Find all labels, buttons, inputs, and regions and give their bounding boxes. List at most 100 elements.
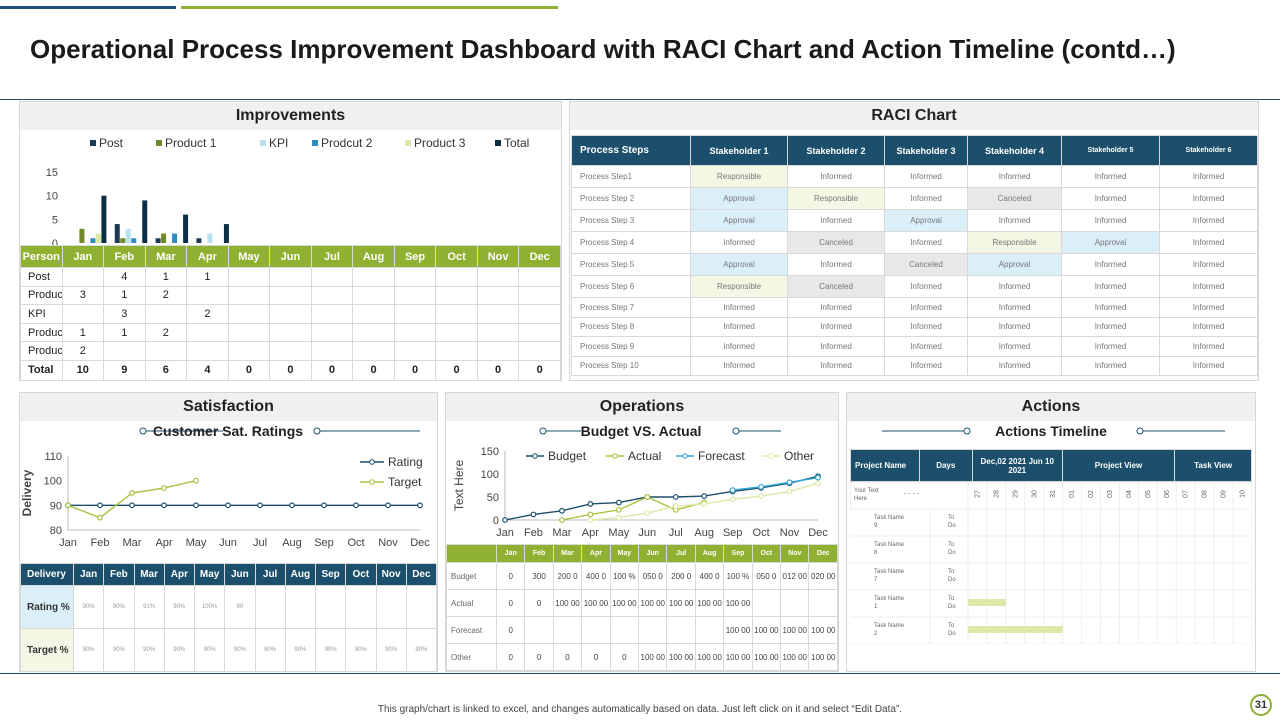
task-name: 2 — [874, 631, 878, 637]
actions-subtitle: Actions Timeline — [995, 423, 1107, 439]
table-cell: 0 — [310, 359, 354, 381]
bar — [120, 238, 126, 243]
data-point — [129, 502, 135, 509]
task-status: Do — [948, 523, 956, 529]
table-cell — [476, 285, 520, 306]
subtitle-dot — [139, 427, 147, 435]
table-cell: 90% — [163, 585, 196, 629]
improvements-bar-chart[interactable]: 051015JanFebMarAprMayJunJulAugSeptOctNov… — [20, 130, 561, 245]
data-point — [321, 502, 327, 509]
operations-subtitle: Budget VS. Actual — [581, 423, 702, 439]
table-cell: 100 00 — [581, 589, 611, 617]
table-cell: 3 — [103, 304, 146, 324]
table-cell — [227, 304, 271, 324]
table-header — [446, 544, 497, 563]
subtitle-dot — [313, 427, 321, 435]
table-cell: 100 % — [723, 562, 753, 590]
table-cell — [310, 304, 354, 324]
day-number: 06 — [1164, 490, 1171, 498]
day-number: 28 — [993, 490, 1000, 498]
table-cell — [352, 285, 395, 306]
task-status: Do — [948, 631, 956, 637]
satisfaction-line-chart[interactable]: Customer Sat. Ratings 80 90 100 110 Jan Feb Mar… — [20, 421, 437, 563]
task-status: To — [948, 515, 955, 521]
x-tick-label: Oct — [347, 537, 364, 549]
gantt-header-label: Here — [854, 496, 868, 502]
legend-label: Rating — [388, 455, 423, 469]
table-cell: 012 00 — [780, 562, 810, 590]
x-tick-label: Jan — [496, 527, 514, 539]
raci-cell: Informed — [967, 316, 1062, 337]
actions-col-task: Task View — [1174, 449, 1252, 482]
table-cell — [144, 304, 188, 324]
table-cell: 100 00 — [638, 589, 668, 617]
table-header: Jan — [72, 563, 105, 586]
operations-line-chart[interactable]: Budget VS. Actual 0 50 100 150 Jan Feb Mar Apr Ma… — [446, 421, 838, 544]
table-row: Actual 0 0 100 00 100 00 100 00 100 00 100 00 10… — [446, 589, 838, 617]
table-cell: 100 00 — [808, 643, 838, 671]
table-cell — [186, 341, 229, 361]
raci-cell: Informed — [690, 355, 788, 376]
data-point — [672, 503, 679, 510]
legend-swatch — [260, 140, 266, 146]
table-cell: 90% — [224, 628, 256, 672]
table-header: Mar — [133, 563, 165, 586]
x-tick-label: Jun — [219, 537, 237, 549]
raci-row: Process Step 5 Approval Informed Canceled Ap… — [571, 253, 1258, 276]
table-cell — [144, 341, 188, 361]
raci-step: Process Step1 — [571, 165, 691, 188]
raci-cell: Responsible — [690, 165, 788, 188]
raci-row: Process Step 2 Approval Responsible Informe… — [571, 187, 1258, 210]
table-cell: 050 0 — [638, 562, 668, 590]
table-row: Post 4 1 1 — [20, 267, 561, 287]
table-cell: 100 00 — [552, 589, 583, 617]
raci-row: Process Step 4 Informed Canceled Informed Re… — [571, 231, 1258, 254]
table-cell — [393, 267, 437, 287]
data-point — [758, 493, 764, 499]
table-cell: 100 % — [609, 562, 640, 590]
improvements-panel: Improvements 051015JanFebMarAprMayJunJul… — [19, 101, 562, 381]
table-header: Mar — [144, 245, 188, 268]
table-row: Product 1312 — [20, 285, 561, 306]
table-cell — [780, 589, 810, 617]
task-name: Task Name — [874, 623, 905, 629]
x-tick-label: Nov — [378, 537, 398, 549]
operations-table: Jan Feb Mar Apr May Jun Jul Aug Sep Oct Nov Dec Bud… — [446, 544, 838, 671]
table-cell — [254, 585, 286, 629]
table-cell: 100 00 — [751, 616, 782, 644]
top-accent-bar-green — [181, 6, 558, 9]
legend-label: Product 3 — [414, 136, 466, 150]
table-cell: 6 — [144, 359, 188, 381]
table-cell — [518, 267, 561, 287]
table-cell — [310, 322, 354, 343]
table-header: Nov — [780, 544, 810, 563]
table-cell: 1 — [61, 322, 105, 343]
series-line — [67, 479, 197, 519]
data-point — [615, 514, 622, 521]
raci-step: Process Step 3 — [571, 209, 691, 232]
data-point — [193, 477, 199, 484]
table-cell: 90% — [375, 628, 407, 672]
y-tick-label: 50 — [487, 492, 499, 504]
legend-label: Other — [784, 449, 814, 463]
table-cell: 0 — [227, 359, 271, 381]
table-header: May — [227, 245, 271, 268]
table-cell — [552, 616, 583, 644]
bar — [155, 238, 161, 243]
table-cell — [435, 285, 478, 306]
y-tick-label: 10 — [46, 191, 58, 203]
bar — [79, 228, 85, 243]
raci-cell: Informed — [1159, 316, 1258, 337]
x-tick-label: Jul — [253, 537, 267, 549]
improvements-table: Person Jan Feb Mar Apr May Jun Jul Aug Sep Oct Nov D… — [20, 245, 561, 381]
raci-cell: Informed — [1061, 316, 1160, 337]
raci-cell: Informed — [967, 275, 1062, 298]
raci-cell: Approval — [967, 253, 1062, 276]
table-cell: 0 — [495, 643, 526, 671]
table-cell — [393, 322, 437, 343]
actions-subtitle-line: Actions Timeline — [882, 423, 1225, 439]
table-header: Dec — [808, 544, 838, 563]
y-tick-label: 0 — [493, 515, 499, 527]
footer-divider — [0, 673, 1280, 674]
